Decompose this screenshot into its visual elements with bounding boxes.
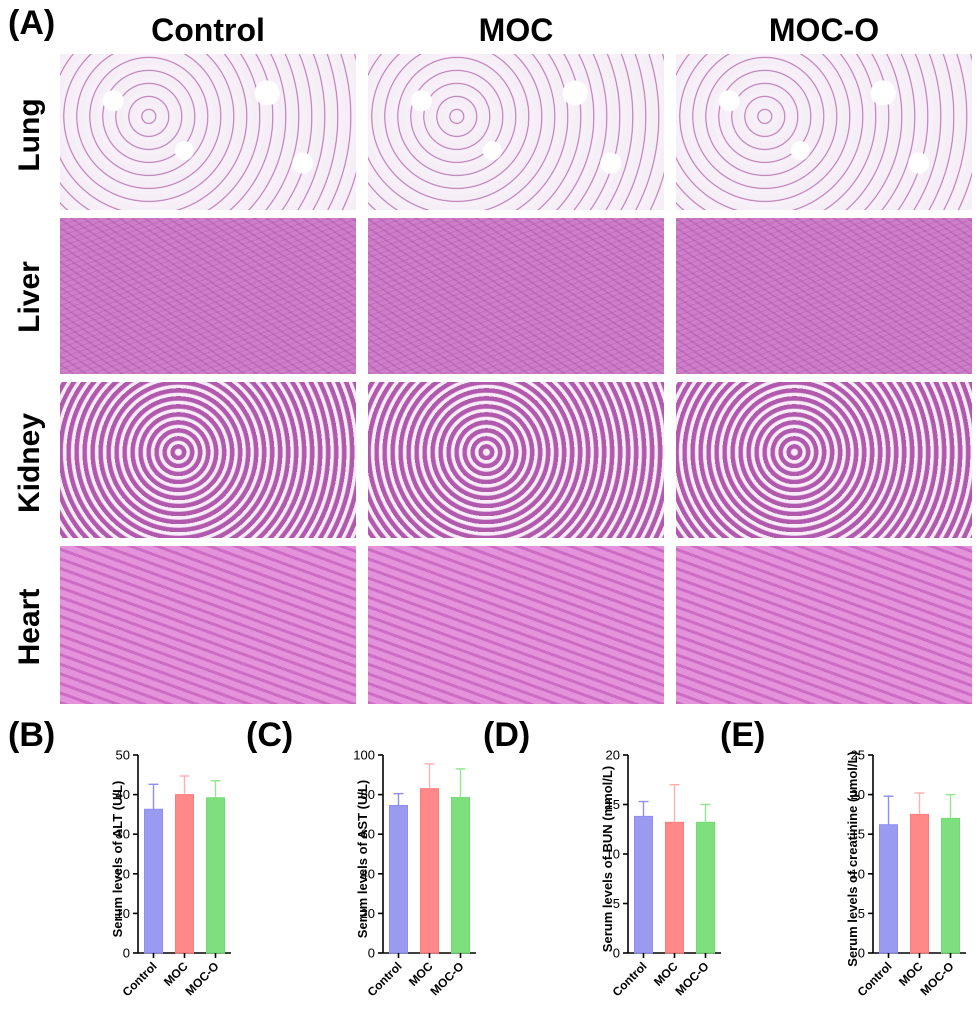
bar-moc [420, 788, 439, 954]
y-tick-label: 40 [361, 866, 375, 881]
y-tick-label: 30 [116, 827, 130, 842]
histology-image-heart-moc-o [676, 546, 972, 704]
histology-image-heart-moc [368, 546, 664, 704]
row-title-heart: Heart [13, 588, 46, 666]
chart-svg: 0 10 20 30 40 50 Serum levels of ALT (U/L) Cont… [110, 748, 231, 999]
bar-moc-o [451, 797, 470, 954]
bar-control [144, 808, 163, 954]
chart-ast: 0 20 40 60 80 100 Serum levels of AST (U/L) Con… [245, 740, 490, 1018]
panel-label-a: (A) [8, 4, 56, 42]
panel-label-b: (B) [8, 716, 56, 754]
panel-label-e: (E) [720, 716, 766, 754]
x-tick-label-control: Control [120, 959, 160, 999]
histology-image-kidney-moc-o [676, 382, 972, 538]
histology-image-lung-moc-o [676, 54, 972, 210]
histology-image-heart-control [60, 546, 356, 704]
y-tick-label: 20 [361, 906, 375, 921]
histology-image-liver-moc [368, 218, 664, 374]
chart-svg: 0 5 10 15 20 Serum levels of BUN (mmol/L) Cont… [600, 748, 721, 999]
y-tick-label: 80 [361, 787, 375, 802]
x-tick-label-moc-o: MOC-O [182, 959, 221, 998]
histology-image-liver-control [60, 218, 356, 374]
y-tick-label: 10 [606, 847, 620, 862]
histology-image-lung-moc [368, 54, 664, 210]
histology-image-kidney-control [60, 382, 356, 538]
x-tick-label-moc-o: MOC-O [427, 959, 466, 998]
chart-svg: 0 20 40 60 80 100 Serum levels of AST (U/L) Con… [353, 748, 476, 999]
bar-moc-o [696, 821, 715, 954]
y-axis-label: Serum levels of BUN (mmol/L) [600, 766, 615, 952]
y-tick-label: 5 [858, 906, 865, 921]
y-axis-label: Serum levels of AST (U/L) [355, 780, 370, 938]
y-tick-label: 20 [116, 866, 130, 881]
x-tick-label-moc-o: MOC-O [672, 959, 711, 998]
bar-moc-o [206, 797, 225, 954]
column-title-moc-o: MOC-O [768, 12, 880, 48]
y-tick-label: 15 [606, 797, 620, 812]
histology-image-kidney-moc [368, 382, 664, 538]
panel-label-d: (D) [483, 716, 531, 754]
y-tick-label: 5 [613, 896, 620, 911]
bar-control [389, 804, 408, 954]
y-tick-label: 10 [851, 866, 865, 881]
x-tick-label-control: Control [610, 959, 650, 999]
chart-creatinine: 0 5 10 15 20 25 Serum levels of creatinine (µm… [735, 740, 979, 1018]
y-tick-label: 0 [123, 946, 130, 961]
histology-image-lung-control [60, 54, 356, 210]
bar-control [879, 824, 898, 954]
bar-moc-o [941, 817, 960, 954]
y-tick-label: 50 [116, 748, 130, 763]
y-tick-label: 25 [851, 748, 865, 763]
y-axis-label: Serum levels of ALT (U/L) [110, 781, 125, 938]
y-tick-label: 20 [851, 787, 865, 802]
bar-moc [665, 821, 684, 954]
y-tick-label: 60 [361, 827, 375, 842]
y-tick-label: 0 [613, 946, 620, 961]
chart-bun: 0 5 10 15 20 Serum levels of BUN (mmol/L) Cont… [490, 740, 735, 1018]
bar-moc [175, 794, 194, 954]
y-tick-label: 40 [116, 787, 130, 802]
y-tick-label: 10 [116, 906, 130, 921]
histology-image-liver-moc-o [676, 218, 972, 374]
bar-moc [910, 813, 929, 954]
column-title-control: Control [151, 12, 265, 48]
chart-alt: 0 10 20 30 40 50 Serum levels of ALT (U/L) Cont… [0, 740, 245, 1018]
x-tick-label-control: Control [365, 959, 405, 999]
y-tick-label: 100 [353, 748, 375, 763]
y-axis-label: Serum levels of creatinine (µmol/L) [845, 751, 860, 967]
y-tick-label: 0 [858, 946, 865, 961]
x-tick-label-moc-o: MOC-O [917, 959, 956, 998]
y-tick-label: 20 [606, 748, 620, 763]
bar-control [634, 815, 653, 954]
x-tick-label-control: Control [855, 959, 895, 999]
y-tick-label: 0 [368, 946, 375, 961]
y-tick-label: 15 [851, 827, 865, 842]
panel-label-c: (C) [246, 716, 294, 754]
column-title-moc: MOC [478, 12, 554, 48]
